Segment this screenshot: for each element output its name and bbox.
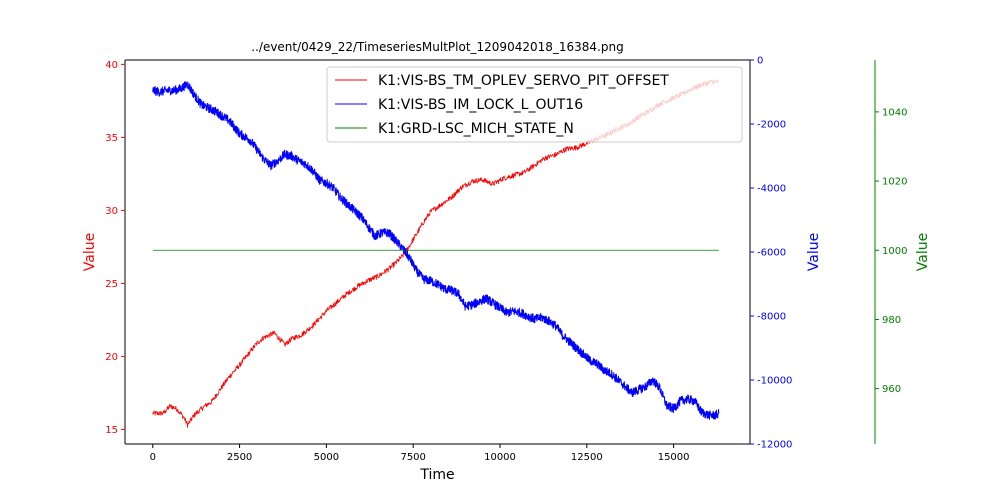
left-y-tick-label-3: 30: [105, 206, 118, 217]
right-y-axis-label: Value: [806, 233, 822, 271]
right1-y-tick-label-2: -4000: [757, 184, 786, 195]
legend-box: [326, 66, 743, 143]
left-y-tick-label-5: 40: [105, 60, 118, 71]
right1-y-tick-label-1: -2000: [757, 120, 786, 131]
x-axis: 0 2500 5000 7500 10000 12500 15000: [150, 444, 690, 463]
chart-title: ../event/0429_22/TimeseriesMultPlot_1209…: [251, 40, 623, 54]
left-y-axis-label: Value: [82, 233, 98, 271]
x-tick-label-4: 10000: [484, 452, 516, 463]
left-y-tick-label-0: 15: [105, 425, 118, 436]
x-tick-label-2: 5000: [314, 452, 339, 463]
left-y-tick-label-1: 20: [105, 352, 118, 363]
right1-y-tick-label-6: -12000: [757, 440, 792, 451]
x-tick-label-5: 12500: [571, 452, 603, 463]
x-tick-label-0: 0: [150, 452, 156, 463]
right2-y-tick-label-0: 960: [882, 384, 901, 395]
right2-y-tick-label-4: 1040: [882, 107, 907, 118]
x-tick-label-1: 2500: [227, 452, 252, 463]
legend-entry-0: K1:VIS-BS_TM_OPLEV_SERVO_PIT_OFFSET: [378, 73, 669, 89]
left-y-tick-label-4: 35: [105, 133, 118, 144]
legend-entry-1: K1:VIS-BS_IM_LOCK_L_OUT16: [378, 97, 583, 113]
right1-y-tick-label-5: -10000: [757, 376, 792, 387]
right2-y-tick-label-3: 1020: [882, 177, 907, 188]
legend-entry-2: K1:GRD-LSC_MICH_STATE_N: [378, 121, 574, 137]
y-axes: 15 20 25 30 35 40 0 -2000 -4000 -6000 -8000 -10000 -…: [105, 56, 907, 451]
right2-y-tick-label-1: 980: [882, 315, 901, 326]
right1-y-tick-label-0: 0: [757, 56, 763, 67]
series-line-1: [152, 80, 720, 420]
x-tick-label-3: 7500: [400, 452, 425, 463]
right2-y-tick-label-2: 1000: [882, 246, 907, 257]
right1-y-tick-label-4: -8000: [757, 312, 786, 323]
left-y-tick-label-2: 25: [105, 279, 118, 290]
outer-right-y-axis-label: Value: [915, 233, 931, 271]
legend: K1:VIS-BS_TM_OPLEV_SERVO_PIT_OFFSET K1:V…: [326, 66, 743, 143]
right1-y-tick-label-3: -6000: [757, 248, 786, 259]
x-tick-label-6: 15000: [658, 452, 690, 463]
x-axis-label: Time: [419, 467, 454, 483]
